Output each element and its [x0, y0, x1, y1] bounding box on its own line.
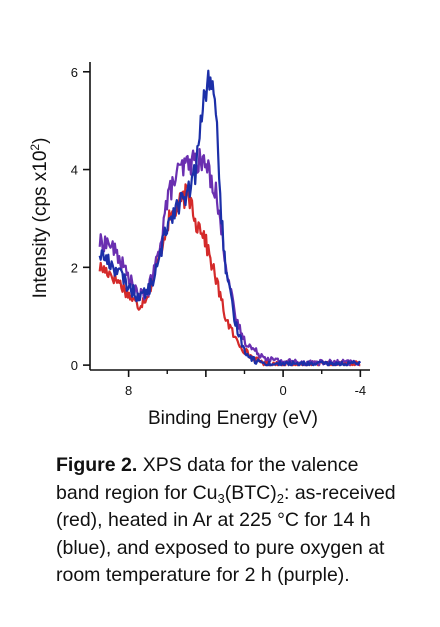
y-axis-label-close: ) — [30, 138, 51, 144]
caption-text-3: : as-received (red), heated in Ar at 225… — [56, 481, 396, 587]
caption-subscript-1: 3 — [217, 490, 225, 506]
series-line — [98, 183, 361, 367]
y-axis-label: Intensity (cps x102) — [28, 138, 51, 299]
series-line — [98, 148, 361, 367]
xps-chart: 8 0 -4 0 2 4 6 Binding Energy (eV) Intensity … — [28, 62, 370, 429]
y-tick-label: 0 — [71, 358, 78, 373]
y-tick-label: 6 — [71, 65, 78, 80]
x-axis-label: Binding Energy (eV) — [148, 408, 318, 429]
series-line — [98, 69, 362, 367]
x-tick-label: 0 — [279, 383, 286, 398]
y-axis-label-superscript: 2 — [28, 144, 42, 151]
plot-area — [98, 69, 362, 367]
y-axis-label-text: Intensity (cps x10 — [30, 151, 51, 299]
figure-caption: Figure 2. XPS data for the valence band … — [56, 452, 406, 590]
y-axis: 0 2 4 6 — [71, 62, 91, 373]
caption-label: Figure 2. — [56, 454, 138, 476]
x-tick-label: 8 — [125, 383, 132, 398]
caption-text-1: XPS data for the valence band region for… — [56, 454, 359, 504]
caption-text-2: (BTC) — [224, 481, 277, 504]
y-tick-label: 2 — [71, 260, 78, 275]
y-tick-label: 4 — [71, 163, 78, 178]
x-tick-label: -4 — [355, 383, 367, 398]
x-axis: 8 0 -4 — [90, 369, 370, 398]
caption-subscript-2: 2 — [276, 490, 284, 506]
